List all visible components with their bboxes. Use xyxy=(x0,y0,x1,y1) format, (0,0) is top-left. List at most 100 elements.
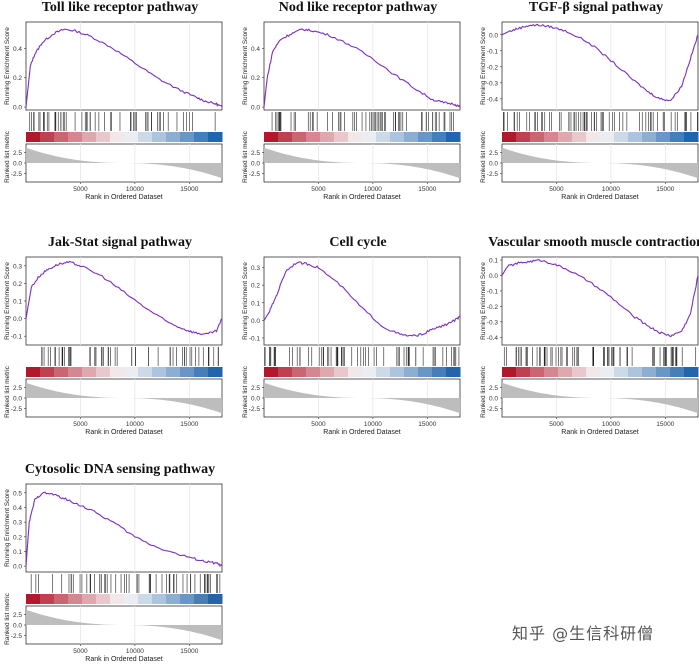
y-tick-label: -0.4 xyxy=(487,96,499,103)
metric-tick-label: 2.5 xyxy=(13,385,22,392)
y-tick-label: 0.4 xyxy=(251,46,260,53)
x-tick-label: 10000 xyxy=(364,186,382,193)
x-tick-label: 5000 xyxy=(311,421,326,428)
ranked-metric-area xyxy=(502,382,698,414)
x-axis-label: Rank in Ordered Dataset xyxy=(85,194,162,201)
metric-axis-label: Ranked list metric xyxy=(4,365,11,417)
rank-color-segment xyxy=(614,367,629,377)
x-axis-label: Rank in Ordered Dataset xyxy=(85,429,162,436)
metric-axis-label: Ranked list metric xyxy=(242,130,249,182)
y-tick-label: 0.3 xyxy=(13,263,22,270)
gsea-panel-tgf: TGF-β signal pathway 0.0 -0.1 -0.2 -0.3 -0.4… xyxy=(476,0,699,201)
x-axis-label: Rank in Ordered Dataset xyxy=(323,429,400,436)
ranked-metric-area xyxy=(264,147,460,179)
rank-color-segment xyxy=(138,367,153,377)
y-tick-label: 0.1 xyxy=(13,299,22,306)
metric-axis-label: Ranked list metric xyxy=(480,365,487,417)
y-tick-label: 0.2 xyxy=(251,283,260,290)
rank-color-segment xyxy=(194,594,209,604)
rank-color-segment xyxy=(572,132,587,142)
y-tick-label: -0.3 xyxy=(487,80,499,87)
y-tick-label: 0.1 xyxy=(489,258,498,265)
x-tick-label: 5000 xyxy=(73,186,88,193)
y-tick-label: 0.3 xyxy=(13,520,22,527)
rank-color-segment xyxy=(82,367,97,377)
rank-color-segment xyxy=(656,367,671,377)
x-tick-label: 10000 xyxy=(126,421,144,428)
rank-color-segment xyxy=(502,132,517,142)
x-axis-label: Rank in Ordered Dataset xyxy=(561,429,638,436)
metric-tick-label: -2.5 xyxy=(487,171,499,178)
rank-color-segment xyxy=(40,132,55,142)
metric-axis-label: Ranked list metric xyxy=(4,130,11,182)
ranked-metric-area xyxy=(264,382,460,414)
rank-color-segment xyxy=(292,367,307,377)
enrichment-curve xyxy=(263,261,461,337)
x-axis-label: Rank in Ordered Dataset xyxy=(561,194,638,201)
enrichment-curve xyxy=(25,491,223,568)
rank-color-segment xyxy=(306,132,321,142)
rank-color-segment xyxy=(54,132,69,142)
rank-color-segment xyxy=(390,132,405,142)
es-panel-frame xyxy=(501,256,699,346)
rank-color-segment xyxy=(418,132,433,142)
y-axis-label: Running Enrichment Score xyxy=(4,262,11,340)
metric-tick-label: -2.5 xyxy=(249,171,261,178)
rank-color-segment xyxy=(54,594,69,604)
rank-color-segment xyxy=(558,367,573,377)
rank-color-segment xyxy=(586,367,601,377)
rank-color-segment xyxy=(642,367,657,377)
es-panel-frame xyxy=(501,21,699,111)
rank-color-segment xyxy=(320,367,335,377)
y-tick-label: 0.2 xyxy=(13,75,22,82)
metric-tick-label: -2.5 xyxy=(11,171,23,178)
rank-color-segment xyxy=(334,132,349,142)
rank-color-segment xyxy=(516,367,531,377)
rank-color-segment xyxy=(264,132,279,142)
x-tick-label: 5000 xyxy=(73,648,88,655)
metric-axis-label: Ranked list metric xyxy=(242,365,249,417)
y-axis-label: Running Enrichment Score xyxy=(242,262,249,340)
metric-tick-label: 2.5 xyxy=(251,385,260,392)
y-tick-label: -0.1 xyxy=(249,335,261,342)
y-tick-label: 0.0 xyxy=(251,318,260,325)
y-axis-label: Running Enrichment Score xyxy=(4,489,11,567)
x-tick-label: 10000 xyxy=(126,186,144,193)
metric-tick-label: 0.0 xyxy=(13,396,22,403)
rank-color-segment xyxy=(208,594,223,604)
enrichment-curve xyxy=(25,28,223,108)
rank-color-segment xyxy=(404,132,419,142)
hit-band xyxy=(502,347,698,366)
y-tick-label: 0.0 xyxy=(251,105,260,112)
hit-band xyxy=(264,347,460,366)
rank-color-segment xyxy=(628,367,643,377)
panel-title: Cytosolic DNA sensing pathway xyxy=(24,462,216,477)
x-tick-label: 5000 xyxy=(311,186,326,193)
gsea-panel-nod: Nod like receptor pathway 0.0 0.2 0.4 Runni… xyxy=(238,0,463,201)
y-tick-label: -0.1 xyxy=(487,288,499,295)
rank-color-segment xyxy=(306,367,321,377)
rank-color-segment xyxy=(96,367,111,377)
panel-title: Nod like receptor pathway xyxy=(278,0,438,15)
panel-title: Cell cycle xyxy=(329,235,387,250)
x-tick-label: 10000 xyxy=(602,186,620,193)
y-tick-label: 0.1 xyxy=(251,300,260,307)
es-panel-frame xyxy=(263,256,461,346)
rank-color-segment xyxy=(320,132,335,142)
rank-color-segment xyxy=(390,367,405,377)
ranked-metric-area xyxy=(26,609,222,641)
rank-color-segment xyxy=(26,367,41,377)
y-tick-label: 0.3 xyxy=(251,265,260,272)
rank-color-segment xyxy=(362,132,377,142)
y-axis-label: Running Enrichment Score xyxy=(4,27,11,105)
y-tick-label: -0.1 xyxy=(11,334,23,341)
enrichment-curve xyxy=(25,260,223,336)
rank-color-segment xyxy=(208,132,223,142)
rank-color-segment xyxy=(152,594,167,604)
panel-title: TGF-β signal pathway xyxy=(528,0,664,15)
rank-color-segment xyxy=(432,367,447,377)
x-tick-label: 5000 xyxy=(549,186,564,193)
